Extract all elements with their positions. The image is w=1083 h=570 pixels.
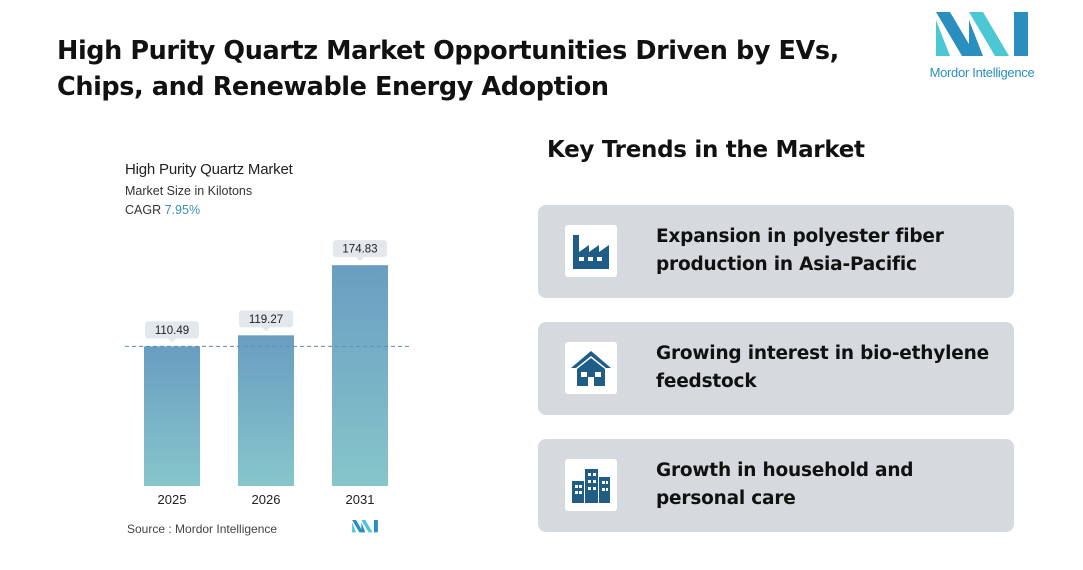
trend-card-3: Growth in household and personal care [538, 439, 1014, 532]
data-label-bg [333, 240, 387, 258]
source-logo-icon [352, 520, 378, 533]
trend-text-line-1: Expansion in polyester fiber [656, 226, 944, 247]
x-tick-label-2026: 2026 [252, 492, 281, 507]
chart-source: Source : Mordor Intelligence [127, 522, 278, 536]
house-icon [571, 351, 611, 386]
page-title-line-1: High Purity Quartz Market Opportunities … [57, 36, 839, 66]
trend-text: Growth in household and personal care [656, 457, 1006, 513]
mordor-logo-icon [936, 12, 1028, 56]
x-tick-label-2031: 2031 [346, 492, 375, 507]
trend-text: Expansion in polyester fiber production … [656, 223, 1006, 279]
trend-text-line-1: Growth in household and [656, 460, 914, 481]
chart-title: High Purity Quartz Market [125, 161, 293, 178]
trend-icon-box [565, 225, 617, 277]
bar-2026 [238, 335, 294, 486]
trend-text-line-1: Growing interest in bio-ethylene [656, 343, 989, 364]
cagr-value: 7.95% [164, 203, 201, 217]
data-label-pointer [262, 327, 270, 332]
bar-2025 [144, 346, 200, 486]
x-tick-label-2025: 2025 [158, 492, 187, 507]
data-label-pointer [356, 257, 364, 262]
trend-text: Growing interest in bio-ethylene feedsto… [656, 340, 1006, 396]
data-label-2026: 119.27 [249, 314, 283, 326]
buildings-icon [572, 469, 610, 503]
chart-cagr: CAGR 7.95% [125, 203, 200, 217]
page-title: High Purity Quartz Market Opportunities … [57, 33, 877, 105]
data-label-bg [145, 321, 199, 339]
data-label-2025: 110.49 [155, 325, 189, 337]
brand-name: Mordor Intelligence [929, 65, 1035, 80]
trend-card-1: Expansion in polyester fiber production … [538, 205, 1014, 298]
page-title-line-2: Chips, and Renewable Energy Adoption [57, 72, 609, 102]
cagr-label: CAGR [125, 203, 162, 217]
data-label-bg [239, 310, 293, 328]
trend-icon-box [565, 459, 617, 511]
trend-icon-box [565, 342, 617, 394]
factory-icon [573, 235, 609, 269]
trend-text-line-2: personal care [656, 488, 796, 509]
bar-chart: 110.49 2025 119.27 2026 174.83 2031 [125, 240, 410, 507]
data-label-pointer [168, 338, 176, 343]
data-label-2031: 174.83 [342, 244, 377, 256]
trend-text-line-2: production in Asia-Pacific [656, 254, 917, 275]
trend-text-line-2: feedstock [656, 371, 757, 392]
trends-title: Key Trends in the Market [547, 137, 865, 163]
chart-subtitle: Market Size in Kilotons [125, 184, 253, 198]
trend-card-2: Growing interest in bio-ethylene feedsto… [538, 322, 1014, 415]
bar-2031 [332, 265, 388, 486]
brand-logo: Mordor Intelligence [926, 12, 1038, 82]
